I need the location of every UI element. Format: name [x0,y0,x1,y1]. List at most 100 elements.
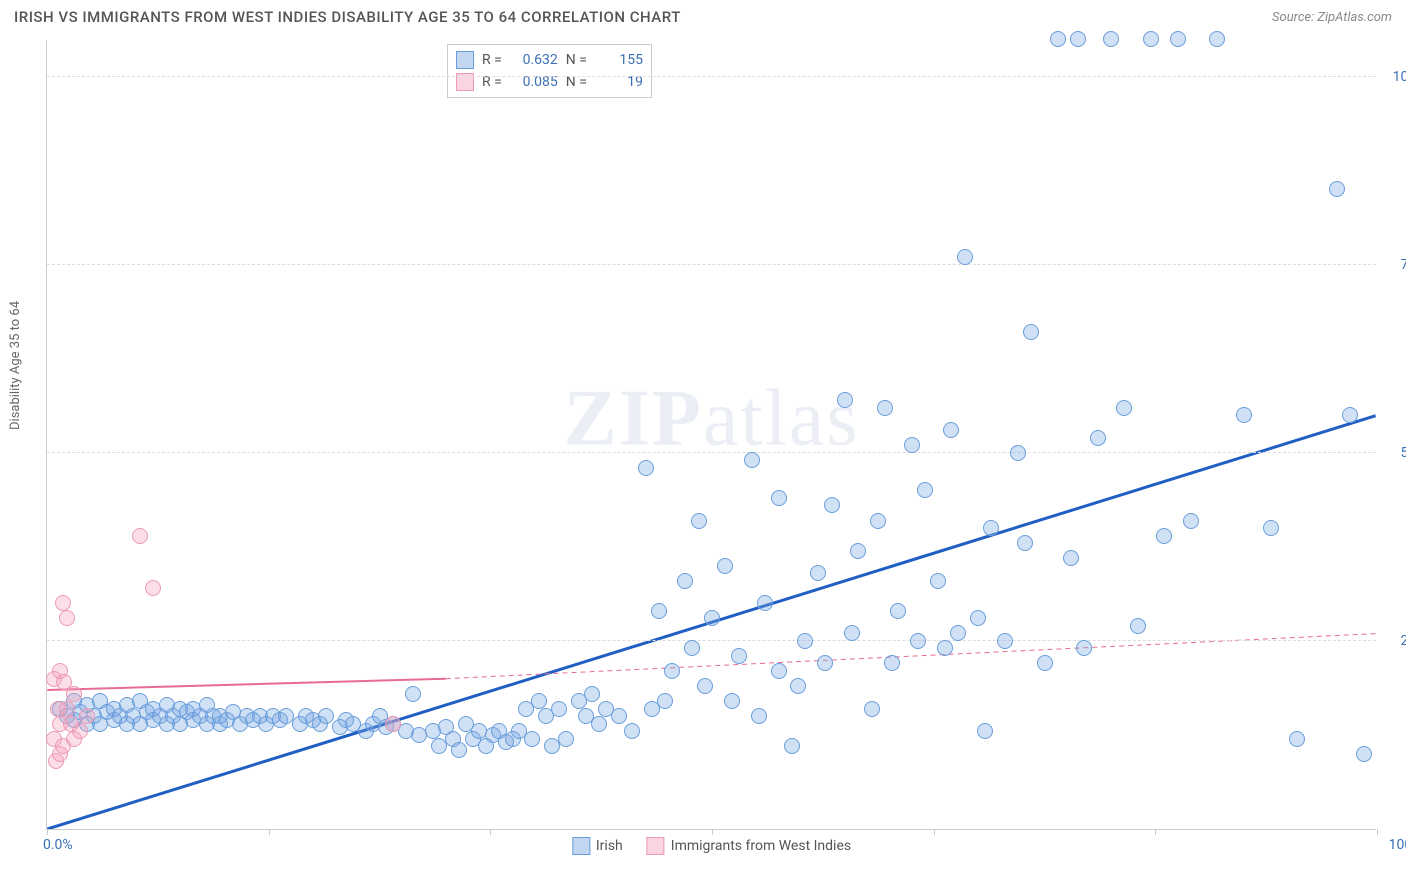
data-point [1342,407,1358,423]
legend-swatch [647,837,665,855]
data-point [797,633,813,649]
data-point [790,678,806,694]
data-point [405,686,421,702]
data-point [950,625,966,641]
data-point [385,716,401,732]
data-point [59,701,75,717]
stats-legend-row: R = 0.632 N = 155 [456,49,643,71]
data-point [1183,513,1199,529]
data-point [551,701,567,717]
data-point [657,693,673,709]
data-point [784,738,800,754]
data-point [890,603,906,619]
data-point [983,520,999,536]
data-point [751,708,767,724]
data-point [850,543,866,559]
data-point [930,573,946,589]
data-point [684,640,700,656]
data-point [691,513,707,529]
data-point [638,460,654,476]
y-tick-label: 50.0% [1400,445,1406,461]
y-tick-label: 100.0% [1393,69,1406,85]
data-point [997,633,1013,649]
data-point [977,723,993,739]
data-point [817,655,833,671]
series-legend: IrishImmigrants from West Indies [572,837,851,855]
data-point [1023,324,1039,340]
data-point [904,437,920,453]
data-point [1076,640,1092,656]
data-point [1070,31,1086,47]
gridline [47,640,1376,641]
chart-source: Source: ZipAtlas.com [1272,10,1392,25]
data-point [72,723,88,739]
y-tick-label: 75.0% [1400,257,1406,273]
data-point [1090,430,1106,446]
data-point [591,716,607,732]
data-point [624,723,640,739]
data-point [584,686,600,702]
chart-header: IRISH VS IMMIGRANTS FROM WEST INDIES DIS… [0,0,1406,32]
legend-label: Immigrants from West Indies [671,838,851,854]
data-point [611,708,627,724]
data-point [937,640,953,656]
legend-item: Immigrants from West Indies [647,837,851,855]
r-value: 0.085 [510,71,558,93]
n-label: N = [566,49,587,71]
data-point [1236,407,1252,423]
x-tick [934,829,935,835]
data-point [910,633,926,649]
data-point [664,663,680,679]
data-point [1103,31,1119,47]
data-point [870,513,886,529]
data-point [1063,550,1079,566]
r-label: R = [482,49,502,71]
data-point [1116,400,1132,416]
data-point [79,708,95,724]
x-tick-label: 100.0% [1389,837,1406,853]
watermark: ZIPatlas [564,373,860,464]
data-point [884,655,900,671]
gridline [47,76,1376,77]
data-point [558,731,574,747]
data-point [1289,731,1305,747]
data-point [771,663,787,679]
stats-legend-row: R =0.085N =19 [456,71,643,93]
data-point [704,610,720,626]
data-point [771,490,787,506]
data-point [55,595,71,611]
x-tick [1377,829,1378,835]
data-point [810,565,826,581]
data-point [844,625,860,641]
r-value: 0.632 [510,49,558,71]
gridline [47,452,1376,453]
legend-swatch [572,837,590,855]
data-point [132,528,148,544]
data-point [677,573,693,589]
data-point [1130,618,1146,634]
data-point [531,693,547,709]
data-point [917,482,933,498]
legend-swatch [456,51,474,69]
data-point [59,610,75,626]
x-tick [490,829,491,835]
scatter-chart: ZIPatlas R =0.632N =155R =0.085N =19 Iri… [46,40,1376,830]
data-point [651,603,667,619]
n-label: N = [566,71,587,93]
data-point [1329,181,1345,197]
data-point [1143,31,1159,47]
n-value: 155 [595,49,643,71]
data-point [724,693,740,709]
chart-title: IRISH VS IMMIGRANTS FROM WEST INDIES DIS… [14,8,681,26]
data-point [451,742,467,758]
x-tick [47,829,48,835]
x-tick [1155,829,1156,835]
data-point [66,686,82,702]
gridline [47,264,1376,265]
data-point [1263,520,1279,536]
data-point [697,678,713,694]
x-tick [269,829,270,835]
y-axis-label: Disability Age 35 to 64 [8,301,23,430]
data-point [1356,746,1372,762]
data-point [970,610,986,626]
